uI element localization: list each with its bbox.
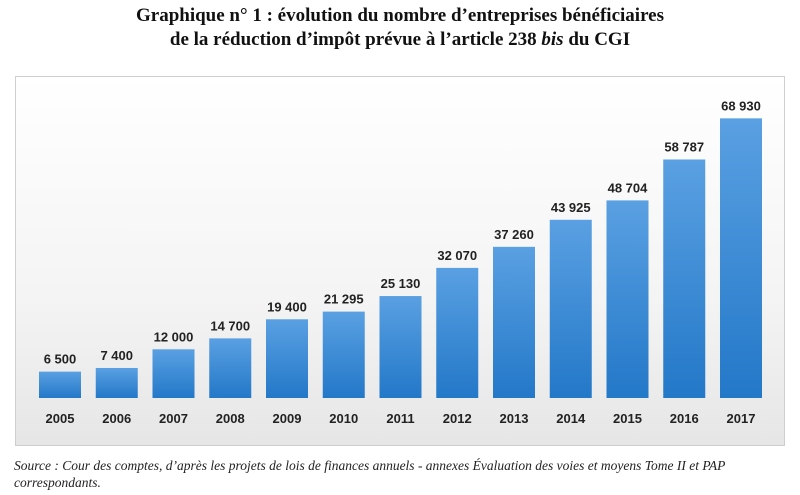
- chart-title: Graphique n° 1 : évolution du nombre d’e…: [0, 4, 800, 52]
- x-tick-label: 2014: [556, 411, 586, 426]
- title-line-2: de la réduction d’impôt prévue à l’artic…: [0, 28, 800, 52]
- bar-2009: [266, 319, 308, 398]
- x-tick-label: 2005: [46, 411, 75, 426]
- title-text-end: du CGI: [563, 29, 631, 50]
- x-tick-label: 2010: [329, 411, 358, 426]
- bar-2011: [379, 296, 422, 398]
- bar-2014: [549, 219, 592, 398]
- x-tick-label: 2011: [386, 411, 414, 426]
- bar-2017: [720, 118, 762, 399]
- source-note: Source : Cour des comptes, d’après les p…: [14, 458, 726, 490]
- data-label: 58 787: [664, 139, 704, 154]
- title-line-1: Graphique n° 1 : évolution du nombre d’e…: [135, 5, 664, 26]
- title-text: de la réduction d’impôt prévue à l’artic…: [169, 29, 542, 50]
- x-tick-label: 2008: [216, 411, 245, 426]
- x-tick-label: 2013: [500, 411, 529, 426]
- title-italic: bis: [541, 29, 564, 50]
- bar-2015: [606, 200, 649, 398]
- bar-2007: [152, 349, 195, 398]
- bar-2005: [39, 371, 81, 398]
- x-tick-label: 2012: [443, 411, 472, 426]
- x-tick-label: 2006: [102, 411, 131, 426]
- data-label: 21 295: [324, 292, 364, 307]
- data-label: 25 130: [381, 276, 421, 291]
- bar-2012: [436, 267, 479, 398]
- x-tick-label: 2009: [273, 411, 302, 426]
- data-label: 68 930: [721, 98, 761, 113]
- data-label: 32 070: [437, 248, 477, 263]
- x-tick-label: 2015: [613, 411, 642, 426]
- bar-2008: [209, 338, 252, 398]
- bar-2016: [663, 159, 706, 398]
- bar-2013: [493, 246, 535, 398]
- data-label: 43 925: [551, 200, 591, 215]
- bar-2006: [95, 367, 138, 398]
- x-tick-label: 2016: [670, 411, 699, 426]
- x-tick-label: 2007: [159, 411, 188, 426]
- data-label: 14 700: [210, 318, 250, 333]
- data-label: 12 000: [154, 329, 194, 344]
- data-label: 48 704: [608, 180, 649, 195]
- data-label: 19 400: [267, 299, 307, 314]
- bar-2010: [322, 311, 365, 398]
- x-tick-label: 2017: [727, 411, 756, 426]
- data-label: 6 500: [44, 352, 77, 367]
- data-label: 37 260: [494, 227, 534, 242]
- data-label: 7 400: [100, 348, 133, 363]
